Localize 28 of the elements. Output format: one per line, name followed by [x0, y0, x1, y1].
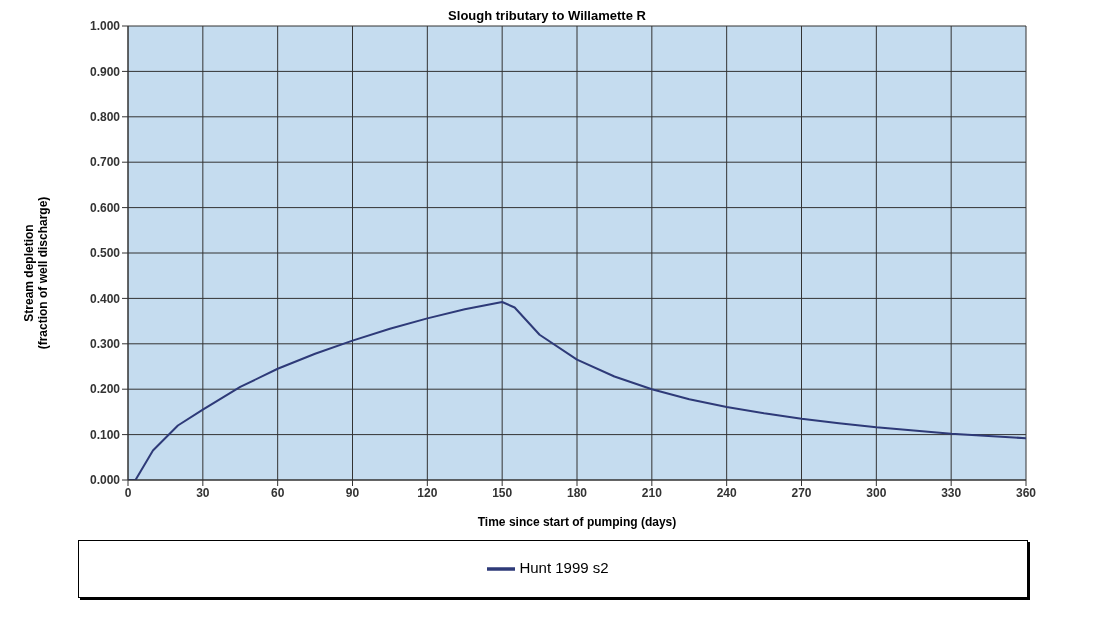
y-tick-label: 0.100 — [89, 427, 121, 442]
x-tick-label: 240 — [716, 485, 737, 500]
x-tick-label: 210 — [641, 485, 663, 500]
y-tick-label: 0.000 — [89, 473, 121, 488]
y-tick-label: 0.400 — [89, 291, 121, 306]
legend-label: Hunt 1999 s2 — [519, 558, 609, 576]
x-tick-label: 0 — [124, 485, 132, 500]
x-axis-title: Time since start of pumping (days) — [477, 515, 677, 529]
x-tick-label: 90 — [345, 485, 360, 500]
y-tick-label: 0.200 — [89, 382, 121, 397]
x-tick-label: 330 — [941, 485, 962, 500]
y-tick-label: 0.300 — [89, 337, 121, 352]
x-tick-label: 30 — [196, 485, 210, 500]
x-tick-label: 360 — [1015, 485, 1037, 500]
x-tick-label: 120 — [417, 485, 438, 500]
y-axis-title: Stream depletion (fraction of well discharge) — [22, 196, 50, 350]
x-tick-label: 60 — [270, 485, 285, 500]
x-tick-label: 300 — [866, 485, 887, 500]
x-tick-label: 270 — [791, 485, 812, 500]
chart-title: Slough tributary to Willamette R — [448, 8, 646, 23]
y-tick-label: 0.700 — [89, 155, 121, 170]
y-tick-label: 0.600 — [89, 200, 121, 215]
y-tick-label: 0.900 — [89, 64, 121, 79]
y-tick-label: 0.800 — [89, 110, 121, 125]
x-tick-label: 150 — [492, 485, 513, 500]
x-tick-label: 180 — [566, 485, 588, 500]
y-tick-label: 1.000 — [89, 19, 121, 34]
y-tick-label: 0.500 — [89, 246, 121, 261]
